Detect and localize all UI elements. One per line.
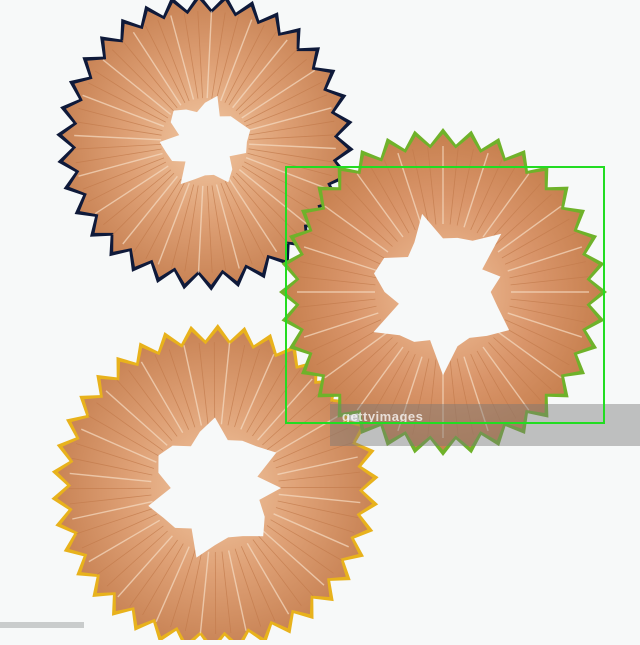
watermark-text: gettyimages	[342, 409, 423, 424]
bottom-left-strip	[0, 622, 84, 628]
